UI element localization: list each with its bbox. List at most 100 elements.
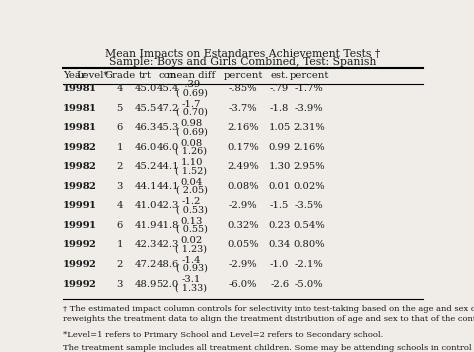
Text: 1998: 1998 (63, 143, 91, 152)
Text: 1: 1 (89, 104, 96, 113)
Text: 0.34: 0.34 (268, 240, 291, 250)
Text: 1: 1 (117, 240, 123, 250)
Text: 2: 2 (89, 279, 96, 289)
Text: 2.16%: 2.16% (293, 143, 325, 152)
Text: 0.54%: 0.54% (293, 221, 325, 230)
Text: ( 1.26): ( 1.26) (175, 147, 208, 156)
Text: 48.6: 48.6 (156, 260, 179, 269)
Text: 2.95%: 2.95% (293, 162, 325, 171)
Text: 4: 4 (117, 201, 123, 210)
Text: 3: 3 (117, 182, 123, 191)
Text: 1.30: 1.30 (268, 162, 291, 171)
Text: Grade: Grade (104, 71, 136, 80)
Text: 1: 1 (89, 201, 96, 210)
Text: ( 0.70): ( 0.70) (175, 108, 208, 117)
Text: 42.3: 42.3 (156, 240, 179, 250)
Text: -1.7%: -1.7% (295, 84, 323, 93)
Text: Year: Year (63, 71, 86, 80)
Text: ( 1.52): ( 1.52) (175, 166, 208, 175)
Text: -5.0%: -5.0% (295, 279, 323, 289)
Text: est.: est. (271, 71, 289, 80)
Text: 1998: 1998 (63, 182, 91, 191)
Text: -.79: -.79 (270, 84, 289, 93)
Text: -.39: -.39 (182, 80, 201, 89)
Text: ( 0.55): ( 0.55) (175, 225, 208, 234)
Text: † The estimated impact column controls for selectivity into test-taking based on: † The estimated impact column controls f… (63, 306, 474, 323)
Text: -1.2: -1.2 (182, 197, 201, 206)
Text: 2: 2 (89, 162, 96, 171)
Text: Sample: Boys and Girls Combined, Test: Spanish: Sample: Boys and Girls Combined, Test: S… (109, 57, 377, 67)
Text: 44.1: 44.1 (156, 182, 179, 191)
Text: 0.08%: 0.08% (227, 182, 259, 191)
Text: 0.08: 0.08 (181, 139, 202, 147)
Text: 1: 1 (117, 143, 123, 152)
Text: -3.9%: -3.9% (295, 104, 323, 113)
Text: 46.3: 46.3 (135, 124, 157, 132)
Text: 44.1: 44.1 (156, 162, 179, 171)
Text: ( 2.05): ( 2.05) (175, 186, 208, 195)
Text: 2: 2 (89, 240, 96, 250)
Text: 41.0: 41.0 (134, 201, 157, 210)
Text: The treatment sample includes all treatment children. Some may be attending scho: The treatment sample includes all treatm… (63, 345, 474, 352)
Text: 1999: 1999 (63, 201, 91, 210)
Text: ( 0.69): ( 0.69) (175, 127, 208, 136)
Text: 2: 2 (89, 143, 96, 152)
Text: 2: 2 (89, 182, 96, 191)
Text: -6.0%: -6.0% (228, 279, 257, 289)
Text: -1.5: -1.5 (270, 201, 289, 210)
Text: 6: 6 (117, 221, 123, 230)
Text: 1: 1 (89, 124, 96, 132)
Text: 45.3: 45.3 (156, 124, 179, 132)
Text: *Level=1 refers to Primary School and Level=2 refers to Secondary school.: *Level=1 refers to Primary School and Le… (63, 332, 383, 339)
Text: 0.02%: 0.02% (293, 182, 325, 191)
Text: -3.1: -3.1 (182, 275, 201, 284)
Text: 44.1: 44.1 (134, 182, 157, 191)
Text: 0.04: 0.04 (180, 178, 203, 187)
Text: -3.5%: -3.5% (295, 201, 323, 210)
Text: percent: percent (289, 71, 329, 80)
Text: 47.2: 47.2 (135, 260, 157, 269)
Text: 1.05: 1.05 (268, 124, 291, 132)
Text: ( 0.93): ( 0.93) (175, 264, 208, 273)
Text: 1999: 1999 (63, 221, 91, 230)
Text: 1999: 1999 (63, 240, 91, 250)
Text: 1: 1 (89, 84, 96, 93)
Text: 1998: 1998 (63, 84, 91, 93)
Text: 0.17%: 0.17% (227, 143, 259, 152)
Text: 46.0: 46.0 (156, 143, 179, 152)
Text: Mean Impacts on Estandares Achievement Tests †: Mean Impacts on Estandares Achievement T… (105, 49, 381, 59)
Text: 4: 4 (117, 84, 123, 93)
Text: 2: 2 (117, 162, 123, 171)
Text: 52.0: 52.0 (156, 279, 179, 289)
Text: 45.0: 45.0 (135, 84, 157, 93)
Text: -1.7: -1.7 (182, 100, 201, 108)
Text: 0.80%: 0.80% (293, 240, 325, 250)
Text: 41.8: 41.8 (156, 221, 179, 230)
Text: -2.1%: -2.1% (295, 260, 323, 269)
Text: 1.10: 1.10 (180, 158, 203, 167)
Text: 0.99: 0.99 (269, 143, 291, 152)
Text: 0.23: 0.23 (269, 221, 291, 230)
Text: 6: 6 (117, 124, 123, 132)
Text: ( 0.53): ( 0.53) (175, 205, 208, 214)
Text: 42.3: 42.3 (156, 201, 179, 210)
Text: 2.16%: 2.16% (227, 124, 259, 132)
Text: 48.9: 48.9 (135, 279, 157, 289)
Text: ( 1.33): ( 1.33) (175, 283, 208, 292)
Text: 2.49%: 2.49% (227, 162, 259, 171)
Text: ( 1.23): ( 1.23) (175, 244, 208, 253)
Text: 0.32%: 0.32% (227, 221, 259, 230)
Text: mean diff: mean diff (167, 71, 216, 80)
Text: 1998: 1998 (63, 104, 91, 113)
Text: -1.8: -1.8 (270, 104, 289, 113)
Text: 0.01: 0.01 (268, 182, 291, 191)
Text: -2.6: -2.6 (270, 279, 289, 289)
Text: ( 0.69): ( 0.69) (175, 88, 208, 97)
Text: 0.98: 0.98 (181, 119, 202, 128)
Text: con: con (159, 71, 177, 80)
Text: -1.0: -1.0 (270, 260, 289, 269)
Text: 42.3: 42.3 (135, 240, 157, 250)
Text: 3: 3 (117, 279, 123, 289)
Text: 45.2: 45.2 (135, 162, 157, 171)
Text: 45.5: 45.5 (135, 104, 157, 113)
